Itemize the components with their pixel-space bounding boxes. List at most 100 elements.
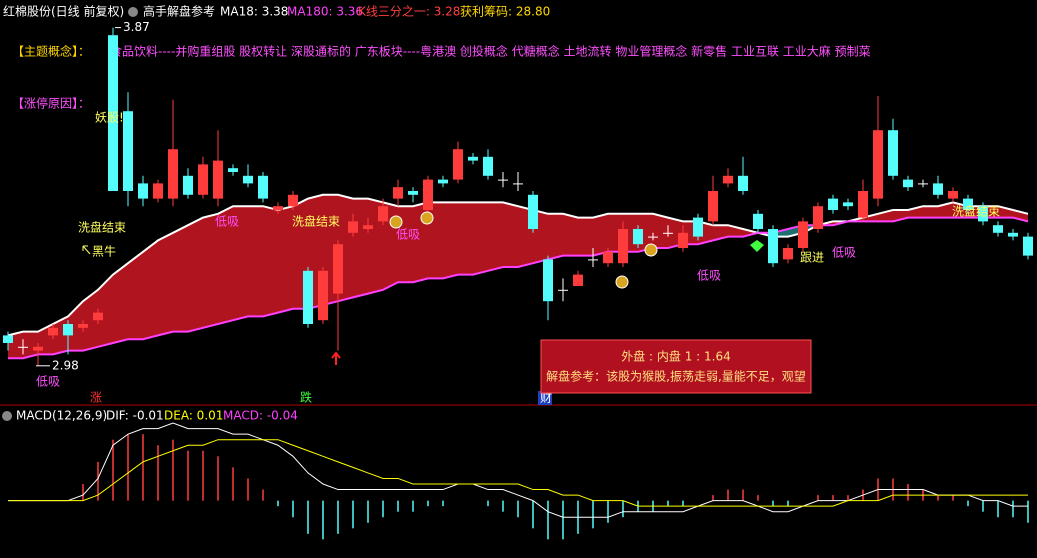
ma-band bbox=[113, 263, 128, 343]
event-marker: 跌 bbox=[300, 390, 312, 405]
signal-label: 黑牛 bbox=[92, 244, 116, 259]
candle-body bbox=[393, 187, 403, 199]
candle-body bbox=[588, 259, 598, 261]
ma-band bbox=[473, 202, 488, 275]
macd-legend: DEA: 0.01 bbox=[164, 409, 223, 423]
candle-body bbox=[543, 259, 553, 302]
candle-body bbox=[528, 194, 538, 229]
candle-body bbox=[1008, 232, 1018, 237]
legend-item: K线三分之一: 3.28 bbox=[358, 5, 460, 19]
candle-body bbox=[63, 324, 73, 336]
ma-band bbox=[653, 213, 668, 248]
candle-body bbox=[813, 206, 823, 229]
arrow bbox=[82, 245, 91, 255]
candle-body bbox=[648, 236, 658, 238]
candle-body bbox=[633, 229, 643, 245]
event-marker: 涨 bbox=[90, 390, 102, 405]
candle-body bbox=[333, 244, 343, 294]
candle-body bbox=[1023, 236, 1033, 256]
ma-band bbox=[83, 289, 98, 351]
candle-body bbox=[993, 225, 1003, 233]
candle-body bbox=[348, 221, 358, 233]
ma-band bbox=[368, 198, 383, 294]
candle-body bbox=[303, 270, 313, 324]
menu-icon[interactable] bbox=[128, 7, 138, 17]
candle-body bbox=[783, 248, 793, 260]
candle-body bbox=[183, 175, 193, 195]
candle-body bbox=[78, 324, 88, 328]
signal-label: 跟进 bbox=[800, 251, 824, 265]
ma-band bbox=[128, 251, 143, 340]
candle-body bbox=[423, 179, 433, 210]
legend-item: 获利筹码: 28.80 bbox=[460, 5, 550, 19]
candle-body bbox=[618, 229, 628, 264]
candle-body bbox=[243, 175, 253, 184]
candle-body bbox=[318, 270, 328, 321]
candle-body bbox=[438, 179, 448, 184]
info-ratio: 外盘 : 内盘 1 : 1.64 bbox=[621, 349, 731, 364]
candle-body bbox=[228, 168, 238, 172]
concept-text: 食品饮料----并购重组股 股权转让 深股通标的 广东板块----粤港澳 创投概… bbox=[110, 44, 871, 59]
candle-body bbox=[903, 179, 913, 188]
candle-body bbox=[678, 232, 688, 248]
candle-body bbox=[858, 191, 868, 218]
candle-body bbox=[513, 183, 523, 185]
money-icon bbox=[615, 275, 629, 289]
candle-body bbox=[918, 183, 928, 185]
down-arrow bbox=[331, 351, 341, 365]
money-icon bbox=[420, 211, 434, 225]
ma-line bbox=[7, 193, 1029, 337]
candle-body bbox=[453, 149, 463, 180]
candle-body bbox=[663, 232, 673, 234]
ma-band bbox=[578, 217, 593, 256]
candle-body bbox=[18, 346, 28, 348]
candle-body bbox=[378, 206, 388, 222]
macd-line bbox=[8, 422, 1028, 518]
candle-body bbox=[213, 160, 223, 199]
max-label: 3.87 bbox=[123, 20, 150, 34]
candle-body bbox=[708, 191, 718, 222]
money-icon bbox=[389, 215, 403, 229]
event-marker-bg bbox=[538, 391, 552, 405]
candle-body bbox=[798, 221, 808, 248]
candle-body bbox=[123, 111, 133, 191]
signal-label: 低吸 bbox=[832, 246, 856, 260]
legend-item: MA180: 3.36 bbox=[287, 5, 363, 19]
candle-body bbox=[753, 213, 763, 229]
candle-body bbox=[153, 183, 163, 199]
candle-body bbox=[498, 179, 508, 181]
macd-legend: DIF: -0.01 bbox=[106, 409, 164, 423]
menu-icon[interactable] bbox=[2, 411, 12, 421]
candle-body bbox=[948, 191, 958, 199]
ma-band bbox=[923, 206, 938, 218]
indicator-title: 高手解盘参考 bbox=[143, 4, 215, 19]
candle-body bbox=[573, 274, 583, 286]
candle-body bbox=[828, 198, 838, 210]
candle-body bbox=[738, 175, 748, 191]
ma-band bbox=[278, 206, 293, 313]
stock-title: 红棉股份(日线 前复权) bbox=[3, 4, 124, 19]
macd-legend: MACD: -0.04 bbox=[223, 409, 298, 423]
candle-body bbox=[198, 164, 208, 195]
ma-band bbox=[263, 206, 278, 317]
ma-band bbox=[548, 213, 563, 260]
ma-band bbox=[98, 274, 113, 347]
candle-body bbox=[363, 225, 373, 229]
signal-label: 低吸 bbox=[697, 269, 721, 283]
info-box: 外盘 : 内盘 1 : 1.64 解盘参考：该股为猴股,振荡走弱,量能不足，观望 bbox=[540, 339, 812, 394]
limit-up-label: 【涨停原因】： bbox=[12, 96, 90, 111]
candle-body bbox=[768, 229, 778, 264]
candle-body bbox=[408, 191, 418, 195]
ma-line bbox=[8, 216, 1029, 360]
candle-body bbox=[873, 130, 883, 199]
legend-item: MA18: 3.38 bbox=[220, 5, 288, 19]
ma-band bbox=[488, 202, 503, 271]
min-label: 2.98 bbox=[52, 358, 79, 372]
candle-body bbox=[933, 183, 943, 195]
candle-body bbox=[48, 327, 58, 336]
signal-label: 洗盘结束 bbox=[952, 204, 1000, 219]
candle-body bbox=[603, 251, 613, 264]
ma-band bbox=[233, 206, 248, 321]
candle-body bbox=[693, 217, 703, 237]
